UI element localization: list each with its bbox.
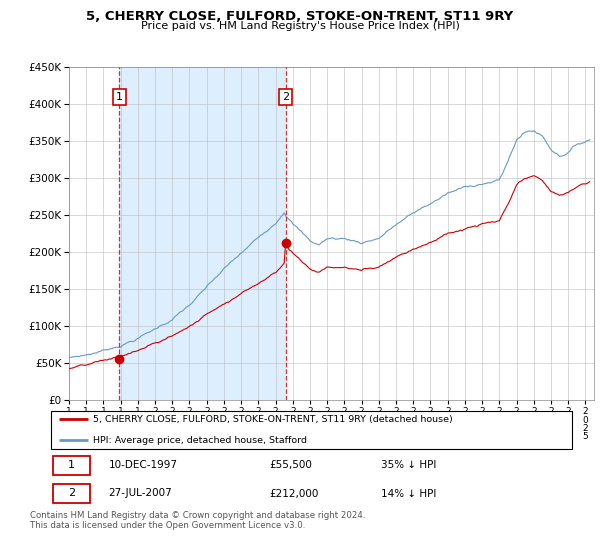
FancyBboxPatch shape (50, 411, 572, 449)
Text: 5, CHERRY CLOSE, FULFORD, STOKE-ON-TRENT, ST11 9RY: 5, CHERRY CLOSE, FULFORD, STOKE-ON-TRENT… (86, 10, 514, 22)
FancyBboxPatch shape (53, 484, 90, 503)
Text: 27-JUL-2007: 27-JUL-2007 (109, 488, 172, 498)
Text: HPI: Average price, detached house, Stafford: HPI: Average price, detached house, Staf… (93, 436, 307, 445)
Text: 35% ↓ HPI: 35% ↓ HPI (380, 460, 436, 470)
Text: 14% ↓ HPI: 14% ↓ HPI (380, 488, 436, 498)
Text: Price paid vs. HM Land Registry's House Price Index (HPI): Price paid vs. HM Land Registry's House … (140, 21, 460, 31)
Bar (119, 67, 286, 400)
Text: 2: 2 (68, 488, 76, 498)
FancyBboxPatch shape (53, 456, 90, 475)
Text: 5, CHERRY CLOSE, FULFORD, STOKE-ON-TRENT, ST11 9RY (detached house): 5, CHERRY CLOSE, FULFORD, STOKE-ON-TRENT… (93, 415, 452, 424)
Text: Contains HM Land Registry data © Crown copyright and database right 2024.
This d: Contains HM Land Registry data © Crown c… (30, 511, 365, 530)
Text: 2: 2 (282, 92, 289, 102)
Text: 1: 1 (68, 460, 75, 470)
Text: 10-DEC-1997: 10-DEC-1997 (109, 460, 178, 470)
Text: £212,000: £212,000 (270, 488, 319, 498)
Text: £55,500: £55,500 (270, 460, 313, 470)
Text: 1: 1 (116, 92, 123, 102)
